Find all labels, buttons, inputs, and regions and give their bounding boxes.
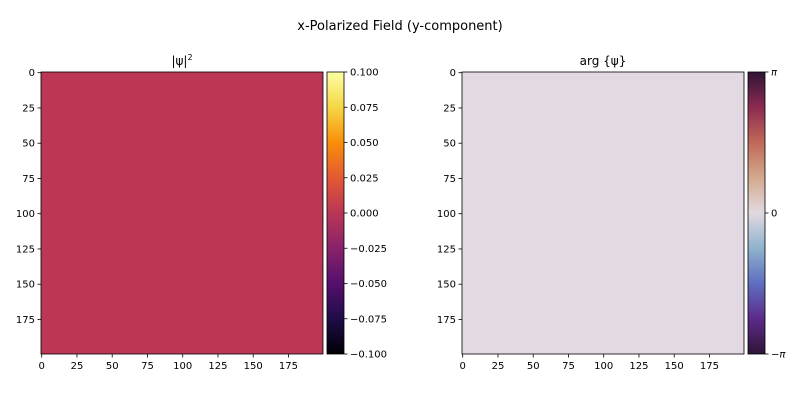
- phase-y-tick-label: 100: [437, 209, 456, 220]
- panel-intensity-title: |ψ|2: [171, 53, 192, 68]
- intensity-field-image: [40, 71, 324, 355]
- intensity-x-tick-label: 125: [208, 361, 227, 372]
- phase-colorbar-tick-label: −π: [771, 350, 786, 361]
- phase-y-tick-label: 175: [437, 315, 456, 326]
- intensity-y-axis: 0 25 50 75 100 125 150 175: [16, 68, 41, 326]
- phase-field-image: [461, 71, 745, 355]
- phase-y-tick-label: 0: [450, 68, 456, 79]
- phase-colorbar-ticks: π 0 −π: [765, 68, 786, 361]
- phase-x-tick-label: 150: [665, 361, 684, 372]
- phase-x-tick-label: 100: [594, 361, 613, 372]
- intensity-colorbar-ticks: 0.100 0.075 0.050 0.025 0.000 −0.025 −0.050 −0.…: [344, 68, 387, 361]
- phase-x-tick-label: 0: [460, 361, 466, 372]
- phase-colorbar-tick-label: π: [771, 68, 778, 79]
- phase-y-axis: 0 25 50 75 100 125 150 175: [437, 68, 462, 326]
- phase-x-tick-label: 50: [527, 361, 540, 372]
- phase-y-tick-label: 25: [443, 103, 456, 114]
- intensity-y-tick-label: 25: [22, 103, 35, 114]
- phase-y-tick-label: 75: [443, 174, 456, 185]
- phase-x-tick-label: 175: [700, 361, 719, 372]
- intensity-y-tick-label: 150: [16, 280, 35, 291]
- panel-intensity: |ψ|2 0 25 50 75 100 125 150 175 0 25 50 75 100 125 15…: [16, 53, 387, 372]
- intensity-colorbar-tick-label: 0.075: [350, 103, 379, 114]
- phase-x-tick-label: 125: [629, 361, 648, 372]
- intensity-y-tick-label: 175: [16, 315, 35, 326]
- phase-colorbar: [747, 71, 766, 355]
- intensity-y-tick-label: 100: [16, 209, 35, 220]
- phase-y-tick-label: 125: [437, 244, 456, 255]
- intensity-x-tick-label: 25: [71, 361, 84, 372]
- phase-x-axis: 0 25 50 75 100 125 150 175: [460, 354, 719, 372]
- panel-phase-title: arg {ψ}: [580, 54, 627, 68]
- intensity-colorbar: [326, 71, 345, 355]
- intensity-x-tick-label: 150: [244, 361, 263, 372]
- intensity-colorbar-tick-label: −0.075: [350, 314, 387, 325]
- phase-x-tick-label: 75: [562, 361, 575, 372]
- intensity-colorbar-tick-label: −0.050: [350, 279, 387, 290]
- intensity-x-tick-label: 50: [106, 361, 119, 372]
- intensity-colorbar-tick-label: 0.100: [350, 68, 379, 79]
- intensity-y-tick-label: 75: [22, 174, 35, 185]
- phase-x-tick-label: 25: [492, 361, 505, 372]
- intensity-colorbar-tick-label: 0.050: [350, 138, 379, 149]
- intensity-colorbar-tick-label: −0.100: [350, 350, 387, 361]
- phase-y-tick-label: 50: [443, 139, 456, 150]
- intensity-x-tick-label: 100: [173, 361, 192, 372]
- intensity-x-tick-label: 0: [39, 361, 45, 372]
- intensity-y-tick-label: 50: [22, 139, 35, 150]
- phase-colorbar-tick-label: 0: [771, 209, 777, 220]
- figure-title: x-Polarized Field (y-component): [297, 19, 502, 34]
- phase-y-tick-label: 150: [437, 280, 456, 291]
- intensity-x-tick-label: 75: [141, 361, 154, 372]
- intensity-x-tick-label: 175: [279, 361, 298, 372]
- panel-intensity-title-base: |ψ|: [171, 54, 187, 68]
- intensity-colorbar-tick-label: 0.025: [350, 173, 379, 184]
- panel-intensity-title-superscript: 2: [187, 53, 192, 62]
- intensity-y-tick-label: 0: [29, 68, 35, 79]
- panel-phase: arg {ψ} 0 25 50 75 100 125 150 175 0 25 50 75 100 12…: [437, 54, 786, 372]
- intensity-y-tick-label: 125: [16, 244, 35, 255]
- intensity-x-axis: 0 25 50 75 100 125 150 175: [39, 354, 298, 372]
- intensity-colorbar-tick-label: −0.025: [350, 244, 387, 255]
- intensity-colorbar-tick-label: 0.000: [350, 209, 379, 220]
